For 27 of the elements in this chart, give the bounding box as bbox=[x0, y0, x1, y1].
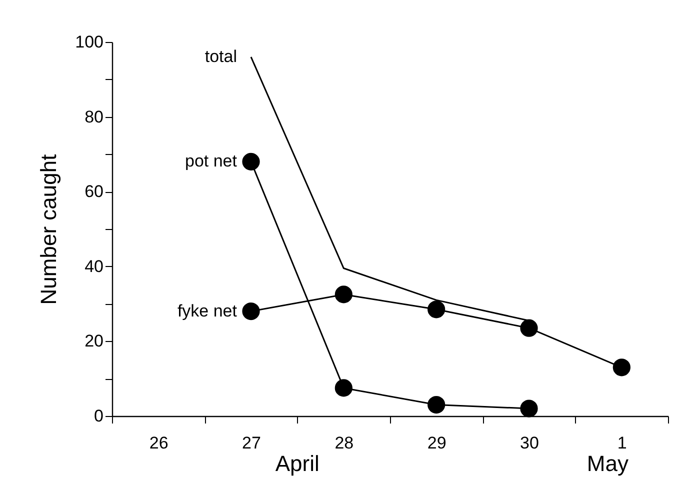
x-tick-label: 1 bbox=[617, 434, 627, 452]
point bbox=[334, 286, 352, 304]
point bbox=[242, 152, 260, 170]
series-label: fyke net bbox=[177, 301, 238, 320]
point bbox=[428, 300, 446, 318]
point bbox=[242, 302, 260, 320]
x-tick-label: 26 bbox=[149, 434, 168, 452]
x-tick-label: 28 bbox=[334, 434, 354, 452]
y-tick-label: 80 bbox=[84, 107, 104, 126]
y-tick-label: 100 bbox=[75, 32, 104, 52]
text: April bbox=[275, 451, 320, 476]
y-tick-label: 0 bbox=[94, 406, 104, 426]
x-tick-label: 27 bbox=[242, 434, 261, 452]
x-tick-label: 29 bbox=[427, 434, 446, 452]
y-tick-label: 60 bbox=[84, 182, 104, 202]
y-tick-label: 40 bbox=[84, 256, 104, 276]
point bbox=[520, 319, 538, 337]
x-tick-label: 30 bbox=[520, 434, 539, 452]
y-tick-label: 20 bbox=[84, 332, 104, 351]
point bbox=[428, 396, 446, 414]
text: May bbox=[586, 451, 628, 476]
series-label: total bbox=[204, 46, 237, 66]
point bbox=[520, 400, 538, 418]
series-label: pot net bbox=[185, 152, 238, 171]
point bbox=[334, 379, 352, 397]
y-axis-title: Number caught bbox=[36, 154, 62, 305]
point bbox=[612, 358, 630, 376]
